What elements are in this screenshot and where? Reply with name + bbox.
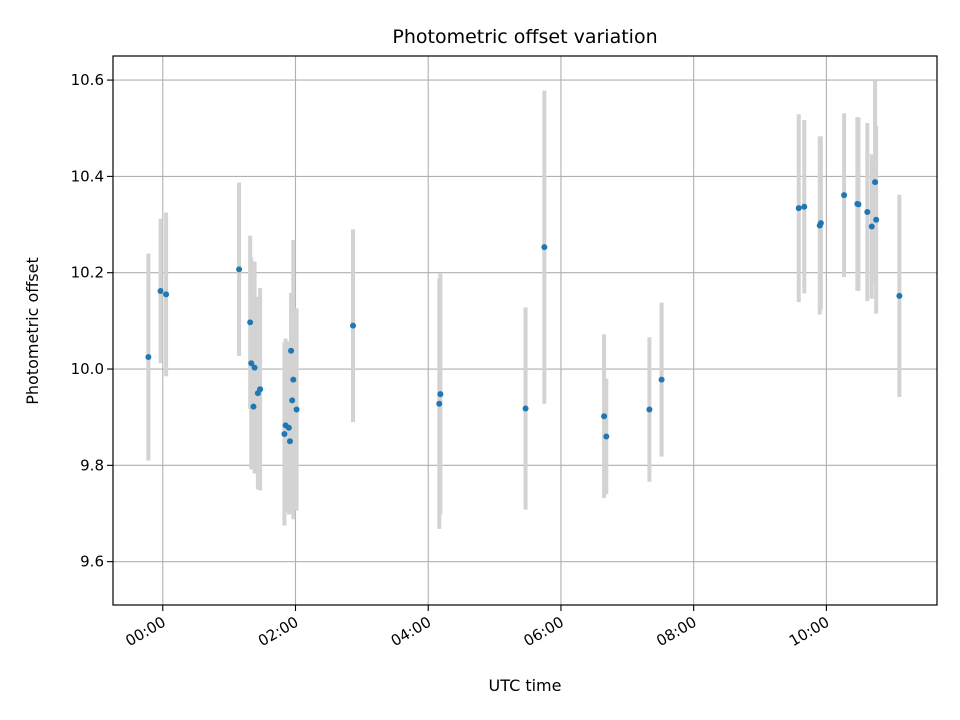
data-point	[872, 179, 879, 186]
y-axis: 9.6 9.8 10.0 10.2 10.4 10.6	[71, 71, 113, 571]
data-points	[145, 179, 903, 445]
data-point	[247, 319, 254, 326]
y-tick-label: 9.8	[80, 456, 104, 474]
data-point	[603, 433, 610, 440]
y-tick-label: 10.0	[71, 360, 104, 378]
data-point	[541, 244, 548, 251]
y-tick-label: 9.6	[80, 553, 104, 571]
data-point	[290, 376, 297, 383]
data-point	[658, 376, 665, 383]
data-point	[873, 216, 880, 223]
data-point	[601, 413, 608, 420]
data-point	[163, 291, 170, 298]
data-point	[436, 400, 443, 407]
data-point	[250, 403, 257, 410]
data-point	[257, 386, 264, 393]
data-point	[289, 397, 296, 404]
data-point	[285, 424, 292, 431]
data-point	[281, 431, 288, 438]
data-point	[896, 292, 903, 299]
data-point	[646, 406, 653, 413]
data-point	[817, 220, 824, 227]
data-point	[868, 223, 875, 230]
data-point	[236, 266, 243, 273]
data-point	[841, 192, 848, 199]
y-tick-label: 10.2	[71, 264, 104, 282]
data-point	[251, 364, 258, 371]
data-point	[288, 347, 295, 354]
data-point	[801, 203, 808, 210]
data-point	[293, 406, 300, 413]
data-point	[437, 391, 444, 398]
y-tick-label: 10.4	[71, 167, 104, 185]
data-point	[248, 360, 255, 367]
data-point	[145, 353, 152, 360]
data-point	[864, 209, 871, 216]
chart-title: Photometric offset variation	[392, 26, 657, 48]
data-point	[286, 438, 293, 445]
data-point	[855, 201, 862, 208]
y-tick-label: 10.6	[71, 71, 104, 89]
data-point	[795, 205, 802, 212]
data-point	[350, 322, 357, 329]
x-axis-title: UTC time	[489, 676, 562, 695]
y-axis-title: Photometric offset	[23, 257, 42, 405]
data-point	[157, 288, 164, 295]
data-point	[522, 405, 529, 412]
plot-frame	[112, 55, 938, 606]
